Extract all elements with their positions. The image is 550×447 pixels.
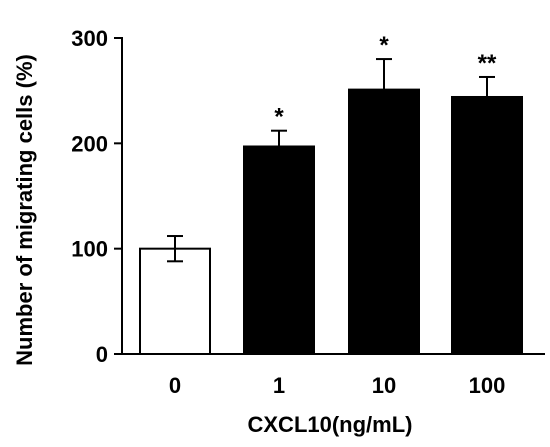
bar-0 — [139, 247, 211, 356]
y-tick-label-200: 200 — [71, 131, 108, 156]
significance-mark-100: ** — [478, 50, 497, 77]
significance-mark-10: * — [379, 32, 389, 59]
x-tick-label-1: 1 — [273, 373, 285, 398]
y-tick-label-100: 100 — [71, 237, 108, 262]
x-axis-title: CXCL10(ng/mL) — [248, 412, 413, 437]
bar-100 — [451, 95, 523, 355]
y-tick-label-0: 0 — [96, 342, 108, 367]
x-tick-label-100: 100 — [469, 373, 506, 398]
plot-area: 0 100 200 300 0 1 * 10 * 100 ** — [71, 26, 545, 398]
y-axis-title: Number of migrating cells (%) — [12, 54, 37, 366]
significance-mark-1: * — [274, 104, 284, 131]
bar-10 — [348, 88, 420, 355]
y-tick-label-300: 300 — [71, 26, 108, 51]
bar-1 — [243, 145, 315, 355]
x-tick-label-10: 10 — [372, 373, 396, 398]
x-tick-label-0: 0 — [169, 373, 181, 398]
